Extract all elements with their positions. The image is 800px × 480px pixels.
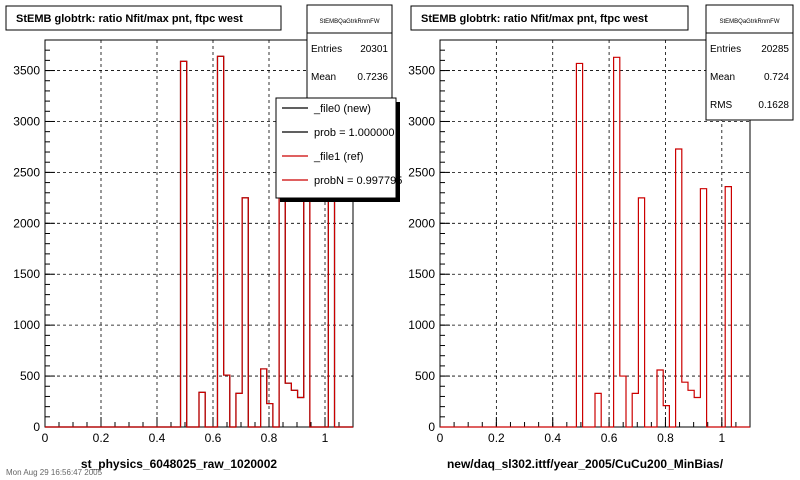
chart-title: StEMB globtrk: ratio Nfit/max pnt, ftpc … xyxy=(421,13,648,25)
y-tick-label: 0 xyxy=(428,420,435,434)
stats-label: RMS xyxy=(710,100,733,111)
y-tick-label: 3500 xyxy=(408,64,435,78)
legend-label: _file1 (ref) xyxy=(313,151,364,163)
y-tick-label: 3500 xyxy=(13,64,40,78)
y-tick-label: 0 xyxy=(33,420,40,434)
title-box xyxy=(5,5,282,31)
y-tick-label: 500 xyxy=(415,369,435,383)
x-tick-label: 0.4 xyxy=(149,431,166,445)
legend-label: prob = 1.000000 xyxy=(314,127,394,139)
y-tick-label: 2000 xyxy=(408,216,435,230)
y-tick-label: 1000 xyxy=(408,318,435,332)
chart-title: StEMB globtrk: ratio Nfit/max pnt, ftpc … xyxy=(16,13,243,25)
y-tick-label: 2500 xyxy=(13,165,40,179)
legend-box xyxy=(275,97,397,199)
x-tick-label: 0.4 xyxy=(544,431,561,445)
y-tick-label: 1000 xyxy=(13,318,40,332)
x-tick-label: 0.6 xyxy=(205,431,222,445)
y-tick-label: 1500 xyxy=(13,267,40,281)
x-tick-label: 1 xyxy=(718,431,725,445)
y-tick-label: 2000 xyxy=(13,216,40,230)
y-tick-label: 500 xyxy=(20,369,40,383)
stats-label: Entries xyxy=(311,44,342,55)
histogram-series xyxy=(440,56,750,428)
y-tick-label: 2500 xyxy=(408,165,435,179)
y-tick-label: 1500 xyxy=(408,267,435,281)
stats-box xyxy=(705,4,794,121)
timestamp-footer: Mon Aug 29 16:56:47 2005 xyxy=(6,468,103,477)
y-tick-label: 3000 xyxy=(13,114,40,128)
stats-label: Mean xyxy=(311,72,336,83)
stats-value: 20301 xyxy=(360,44,388,55)
x-tick-label: 1 xyxy=(322,431,329,445)
legend-label: _file0 (new) xyxy=(313,103,371,115)
plot-frame xyxy=(439,39,751,428)
stats-value: 0.7236 xyxy=(357,72,388,83)
y-tick-label: 3000 xyxy=(408,114,435,128)
title-box xyxy=(410,5,689,31)
x-axis-title: st_physics_6048025_raw_1020002 xyxy=(81,457,277,471)
x-tick-label: 0.2 xyxy=(488,431,505,445)
x-tick-label: 0.2 xyxy=(93,431,110,445)
stats-box xyxy=(306,4,393,102)
legend-label: probN = 0.997795 xyxy=(314,175,402,187)
x-tick-label: 0.6 xyxy=(601,431,618,445)
x-axis-title: new/daq_sl302.ittf/year_2005/CuCu200_Min… xyxy=(447,457,724,471)
stats-label: Mean xyxy=(710,72,735,83)
stats-label: Entries xyxy=(710,44,741,55)
stats-header: StEMBQaGtrkRnmFW xyxy=(319,19,379,25)
histogram-series xyxy=(45,55,353,428)
stats-value: 0.724 xyxy=(764,72,789,83)
stats-value: 0.1628 xyxy=(758,100,789,111)
x-tick-label: 0.8 xyxy=(657,431,674,445)
stats-header: StEMBQaGtrkRnmFW xyxy=(719,19,779,25)
x-tick-label: 0.8 xyxy=(261,431,278,445)
x-tick-label: 0 xyxy=(42,431,49,445)
stats-value: 20285 xyxy=(761,44,789,55)
x-tick-label: 0 xyxy=(437,431,444,445)
